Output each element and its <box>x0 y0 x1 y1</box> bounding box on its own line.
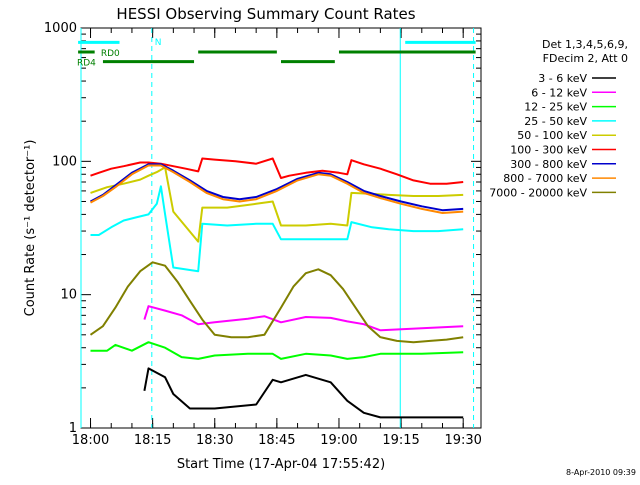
timestamp: 8-Apr-2010 09:39 <box>566 468 636 477</box>
legend-label-5: 100 - 300 keV <box>510 144 587 157</box>
x-tick-label: 19:00 <box>320 433 357 448</box>
flag-label: RD4 <box>77 59 96 69</box>
series-line-5 <box>90 157 464 185</box>
legend-label-1: 6 - 12 keV <box>531 86 587 99</box>
legend-header-line-2: FDecim 2, Att 0 <box>543 52 628 65</box>
flag-label: RD0 <box>101 49 120 59</box>
y-tick-label: 10 <box>60 288 77 303</box>
x-tick-label: 19:30 <box>444 433 481 448</box>
x-tick-label: 18:00 <box>72 433 109 448</box>
x-axis-label: Start Time (17-Apr-04 17:55:42) <box>177 457 385 472</box>
series-line-1 <box>143 305 464 332</box>
legend-header-line-1: Det 1,3,4,5,6,9, <box>542 38 628 51</box>
y-axis-label: Count Rate (s⁻¹ detector⁻¹) <box>23 140 38 317</box>
y-tick-label: 1 <box>69 421 77 436</box>
legend-label-6: 300 - 800 keV <box>510 158 587 171</box>
x-tick-label: 18:45 <box>258 433 295 448</box>
series-line-2 <box>90 341 464 360</box>
series-line-7 <box>90 164 464 214</box>
flag-label: N <box>155 38 162 48</box>
y-tick-label: 1000 <box>44 21 77 36</box>
series-line-0 <box>143 367 464 419</box>
y-tick-label: 100 <box>52 154 77 169</box>
legend-label-3: 25 - 50 keV <box>524 115 587 128</box>
series-line-8 <box>89 261 464 344</box>
x-tick-label: 18:30 <box>196 433 233 448</box>
chart-title: HESSI Observing Summary Count Rates <box>116 5 415 23</box>
series-line-6 <box>90 163 464 212</box>
legend-label-2: 12 - 25 keV <box>524 101 587 114</box>
x-tick-label: 19:15 <box>382 433 419 448</box>
legend-label-0: 3 - 6 keV <box>538 72 587 85</box>
plot-area: 1 10 100 1000 18:00 18:15 18:30 18:45 19:00 19:15… <box>44 21 482 448</box>
legend-label-7: 800 - 7000 keV <box>503 172 587 185</box>
legend-label-8: 7000 - 20000 keV <box>489 186 587 199</box>
series-line-3 <box>90 185 464 273</box>
x-tick-label: 18:15 <box>134 433 171 448</box>
legend-label-4: 50 - 100 keV <box>517 129 587 142</box>
